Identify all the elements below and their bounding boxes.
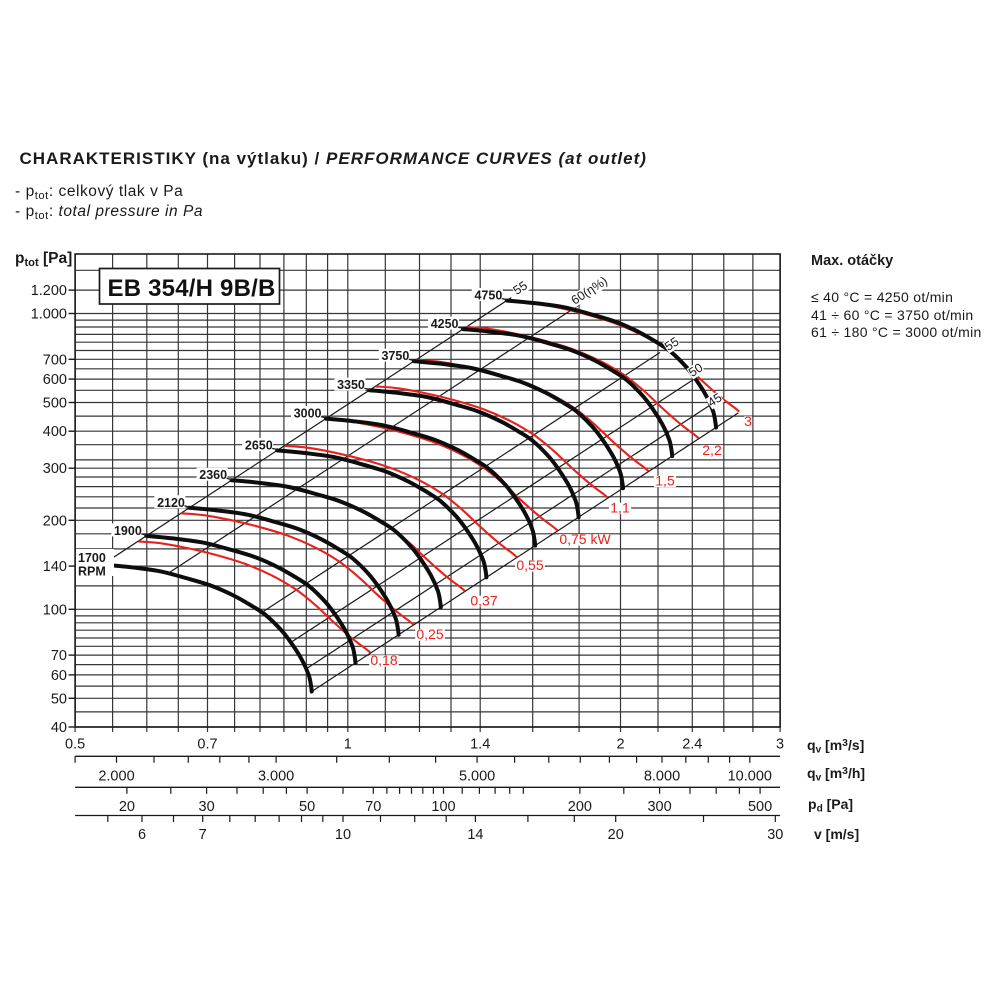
svg-text:500: 500 bbox=[748, 799, 772, 815]
svg-text:500: 500 bbox=[43, 396, 67, 412]
svg-text:1,5: 1,5 bbox=[655, 473, 675, 489]
svg-text:2650: 2650 bbox=[245, 438, 273, 452]
svg-text:0,75 kW: 0,75 kW bbox=[559, 531, 611, 547]
svg-text:70: 70 bbox=[365, 799, 381, 815]
svg-text:40: 40 bbox=[51, 720, 67, 736]
svg-text:55: 55 bbox=[662, 334, 681, 353]
svg-text:2.4: 2.4 bbox=[682, 737, 702, 753]
svg-text:400: 400 bbox=[43, 424, 67, 440]
svg-text:30: 30 bbox=[199, 799, 215, 815]
svg-text:0,37: 0,37 bbox=[470, 593, 497, 609]
svg-text:50: 50 bbox=[299, 799, 315, 815]
svg-text:2360: 2360 bbox=[199, 468, 227, 482]
svg-text:0.7: 0.7 bbox=[197, 737, 217, 753]
svg-text:1: 1 bbox=[344, 737, 352, 753]
svg-text:EB 354/H 9B/B: EB 354/H 9B/B bbox=[108, 275, 276, 302]
svg-text:200: 200 bbox=[43, 513, 67, 529]
svg-text:4250: 4250 bbox=[431, 317, 459, 331]
svg-text:6: 6 bbox=[138, 827, 146, 843]
svg-text:4750: 4750 bbox=[474, 289, 502, 303]
svg-text:0,55: 0,55 bbox=[516, 557, 543, 573]
svg-text:3000: 3000 bbox=[294, 407, 322, 421]
svg-text:2.000: 2.000 bbox=[98, 769, 134, 785]
svg-text:0.5: 0.5 bbox=[65, 737, 85, 753]
svg-text:70: 70 bbox=[51, 648, 67, 664]
svg-text:0,25: 0,25 bbox=[416, 626, 443, 642]
svg-text:300: 300 bbox=[43, 461, 67, 477]
svg-text:300: 300 bbox=[647, 799, 671, 815]
svg-text:10: 10 bbox=[335, 827, 351, 843]
svg-text:1900: 1900 bbox=[114, 524, 142, 538]
svg-text:1,1: 1,1 bbox=[610, 500, 630, 516]
svg-text:14: 14 bbox=[467, 827, 483, 843]
svg-text:100: 100 bbox=[43, 602, 67, 618]
svg-text:0,18: 0,18 bbox=[370, 652, 397, 668]
svg-text:3.000: 3.000 bbox=[258, 769, 294, 785]
svg-text:8.000: 8.000 bbox=[644, 769, 680, 785]
svg-text:50: 50 bbox=[51, 691, 67, 707]
svg-text:RPM: RPM bbox=[78, 565, 106, 579]
svg-text:10.000: 10.000 bbox=[728, 769, 772, 785]
svg-text:55: 55 bbox=[511, 278, 530, 297]
svg-text:600: 600 bbox=[43, 372, 67, 388]
svg-text:1700: 1700 bbox=[78, 551, 106, 565]
svg-text:2: 2 bbox=[616, 737, 624, 753]
svg-text:700: 700 bbox=[43, 352, 67, 368]
svg-text:200: 200 bbox=[568, 799, 592, 815]
svg-text:1.000: 1.000 bbox=[31, 307, 67, 323]
svg-text:3: 3 bbox=[776, 737, 784, 753]
svg-text:2,2: 2,2 bbox=[702, 442, 722, 458]
svg-text:3750: 3750 bbox=[381, 349, 409, 363]
svg-text:3350: 3350 bbox=[337, 378, 365, 392]
svg-text:50: 50 bbox=[686, 360, 705, 379]
svg-text:1.4: 1.4 bbox=[470, 737, 490, 753]
svg-text:140: 140 bbox=[43, 559, 67, 575]
svg-text:2120: 2120 bbox=[157, 496, 185, 510]
svg-text:20: 20 bbox=[608, 827, 624, 843]
svg-text:45: 45 bbox=[705, 390, 724, 409]
svg-text:1.200: 1.200 bbox=[31, 283, 67, 299]
svg-text:20: 20 bbox=[119, 799, 135, 815]
svg-text:5.000: 5.000 bbox=[459, 769, 495, 785]
svg-text:7: 7 bbox=[199, 827, 207, 843]
svg-text:100: 100 bbox=[431, 799, 455, 815]
svg-text:30: 30 bbox=[767, 827, 783, 843]
svg-text:60: 60 bbox=[51, 668, 67, 684]
svg-text:3: 3 bbox=[744, 413, 752, 429]
